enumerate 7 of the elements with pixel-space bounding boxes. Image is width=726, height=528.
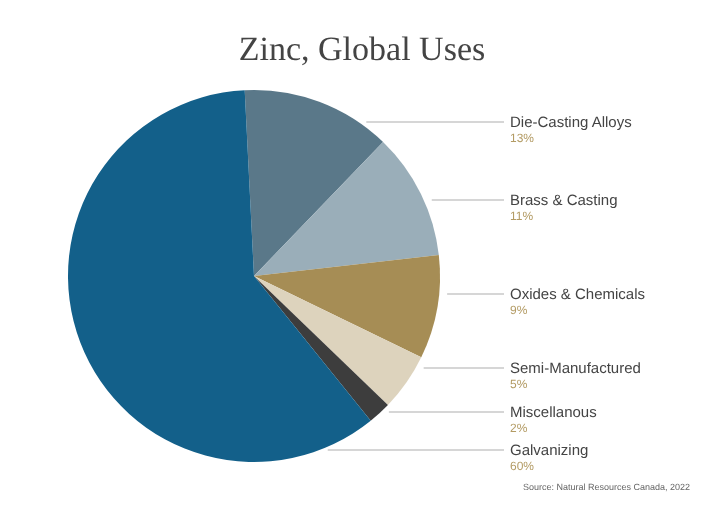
pie-slice (244, 90, 384, 276)
pie-slice (254, 142, 439, 276)
pie-slice (254, 255, 440, 358)
pie-slice (254, 276, 388, 421)
chart-title: Zinc, Global Uses (238, 30, 486, 68)
pie-slice (254, 276, 422, 406)
pie-slice (68, 90, 371, 462)
